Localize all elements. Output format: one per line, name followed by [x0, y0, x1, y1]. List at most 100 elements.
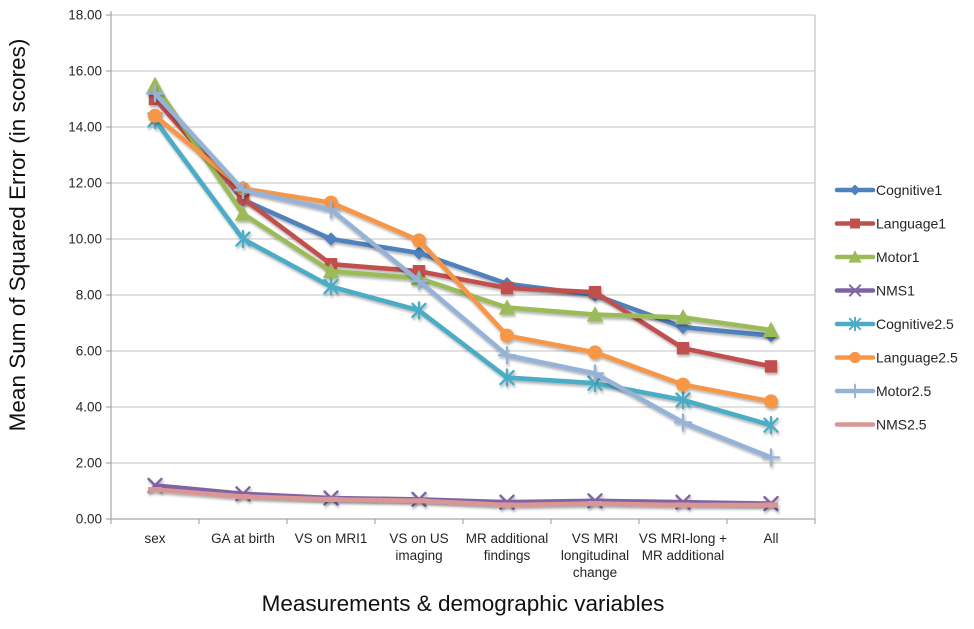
- marker-motor2-5-2: [321, 200, 341, 219]
- dash-marker-icon: [764, 502, 778, 508]
- marker-motor2-5-5: [585, 364, 605, 383]
- star-marker-icon: [499, 368, 515, 387]
- plus-marker-icon: [761, 448, 781, 467]
- marker-motor1-5: [586, 306, 604, 322]
- plus-marker-icon: [497, 346, 517, 365]
- diamond-marker-icon: [849, 184, 861, 196]
- plus-marker-icon: [673, 413, 693, 432]
- series-nms2-5: [148, 487, 778, 508]
- y-tick-label: 14.00: [68, 120, 102, 135]
- y-tick-label: 8.00: [76, 288, 102, 303]
- dash-marker-icon: [148, 487, 162, 493]
- marker-nms2-5-2: [324, 496, 338, 502]
- legend-item-nms1: NMS1: [834, 283, 915, 299]
- plus-marker-icon: [409, 271, 429, 291]
- marker-motor1-1: [234, 205, 252, 221]
- marker-motor2-5-3: [409, 271, 429, 291]
- x-tick-label-vs-on-mri1: VS on MRI1: [295, 531, 368, 546]
- series-motor2-5: [145, 84, 781, 467]
- circle-marker-icon: [676, 377, 690, 392]
- star-marker-icon: [323, 277, 339, 296]
- legend-label-cognitive1: Cognitive1: [876, 182, 942, 198]
- series-line-language2-5: [152, 113, 774, 404]
- marker-motor1-7: [762, 321, 780, 337]
- marker-cognitive2-5-4: [499, 368, 515, 387]
- legend-marker-cognitive1: [849, 184, 861, 196]
- dash-marker-icon: [849, 422, 861, 427]
- x-axis-title: Measurements & demographic variables: [262, 591, 665, 616]
- marker-nms2-5-4: [500, 502, 514, 508]
- legend-marker-motor1: [848, 250, 862, 263]
- star-marker-icon: [411, 301, 427, 320]
- marker-motor2-5-1: [233, 180, 253, 200]
- marker-language2-5-4: [500, 328, 514, 343]
- legend-item-motor1: Motor1: [834, 249, 920, 265]
- square-marker-icon: [676, 342, 690, 355]
- dash-marker-icon: [236, 494, 250, 500]
- legend-marker-nms1: [848, 284, 862, 297]
- marker-motor1-2: [322, 262, 340, 279]
- marker-motor1-4: [498, 299, 516, 315]
- star-marker-icon: [763, 416, 779, 435]
- series-line-cognitive2-5: [152, 117, 774, 428]
- marker-cognitive2-5-3: [411, 301, 427, 320]
- marker-language2-5-6: [676, 377, 690, 392]
- circle-marker-icon: [849, 351, 861, 364]
- marker-language1-6: [676, 342, 690, 355]
- square-marker-icon: [850, 218, 860, 229]
- plus-marker-icon: [233, 180, 253, 200]
- square-marker-icon: [764, 360, 778, 373]
- y-tick-label: 16.00: [68, 64, 102, 79]
- legend-item-language1: Language1: [834, 216, 946, 232]
- circle-marker-icon: [148, 108, 162, 123]
- marker-nms2-5-3: [412, 498, 426, 504]
- series-lines: [145, 76, 781, 512]
- series-line-motor1: [152, 82, 774, 333]
- circle-marker-icon: [500, 328, 514, 343]
- y-tick-label: 4.00: [76, 400, 102, 415]
- legend-item-language2-5: Language2.5: [834, 350, 958, 366]
- legend-label-nms2-5: NMS2.5: [876, 417, 927, 433]
- legend-marker-language2-5: [849, 351, 861, 364]
- triangle-marker-icon: [322, 262, 340, 279]
- dash-marker-icon: [500, 502, 514, 508]
- legend-item-cognitive2-5: Cognitive2.5: [834, 316, 954, 332]
- legend-marker-cognitive2-5: [848, 316, 862, 332]
- series-language2-5: [148, 108, 778, 409]
- x-tick-labels: sex GA at birth VS on MRI1 VS on US imaging M…: [144, 531, 778, 580]
- legend-marker-language1: [850, 218, 860, 229]
- triangle-marker-icon: [848, 250, 862, 263]
- triangle-marker-icon: [586, 306, 604, 322]
- dash-marker-icon: [324, 496, 338, 502]
- legend-marker-nms2-5: [849, 422, 861, 427]
- triangle-marker-icon: [498, 299, 516, 315]
- y-tick-label: 10.00: [68, 232, 102, 247]
- legend-label-motor1: Motor1: [876, 249, 920, 265]
- y-tick-label: 18.00: [68, 8, 102, 23]
- marker-motor1-6: [674, 309, 692, 325]
- y-axis-title: Mean Sum of Squared Error (in scores): [5, 39, 30, 432]
- legend-label-language1: Language1: [876, 216, 946, 232]
- marker-language1-4: [500, 281, 514, 295]
- x-tick-label-vs-on-us-imaging: VS on US imaging: [389, 531, 448, 563]
- circle-marker-icon: [764, 394, 778, 409]
- gridlines: [111, 14, 815, 464]
- legend-item-nms2-5: NMS2.5: [834, 417, 927, 433]
- circle-marker-icon: [412, 233, 426, 248]
- marker-language1-5: [588, 286, 602, 299]
- dash-marker-icon: [588, 501, 602, 507]
- star-marker-icon: [675, 390, 691, 410]
- marker-nms2-5-5: [588, 501, 602, 507]
- star-marker-icon: [235, 229, 251, 249]
- series-line-motor2-5: [152, 91, 774, 460]
- marker-cognitive1-2: [324, 232, 338, 246]
- legend-label-motor2-5: Motor2.5: [876, 383, 931, 399]
- marker-cognitive2-5-7: [763, 416, 779, 435]
- series-line-cognitive1: [152, 89, 774, 338]
- diamond-marker-icon: [324, 232, 338, 246]
- legend-label-cognitive2-5: Cognitive2.5: [876, 316, 954, 332]
- legend-item-motor2-5: Motor2.5: [834, 383, 931, 399]
- plus-marker-icon: [585, 364, 605, 383]
- marker-nms2-5-6: [676, 502, 690, 508]
